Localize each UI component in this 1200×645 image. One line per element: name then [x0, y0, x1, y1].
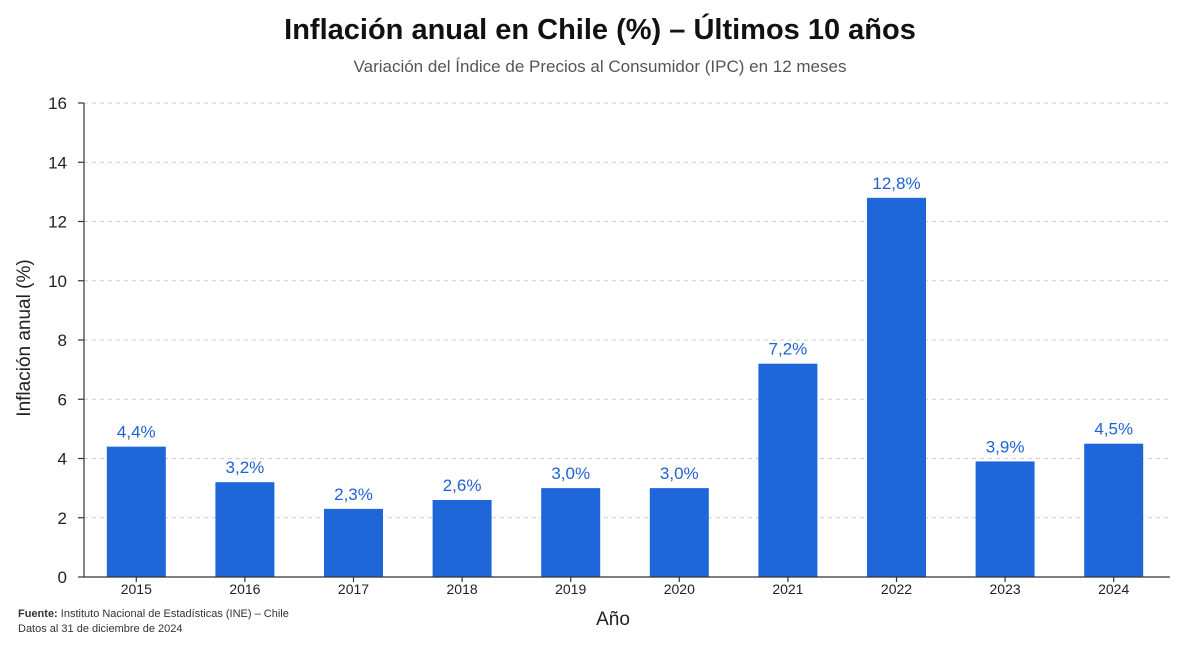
bar-2017	[324, 508, 383, 577]
data-label-2020: 3,0%	[660, 464, 699, 483]
x-tick-label-2021: 2021	[772, 581, 803, 597]
x-axis-ticks: 2015 2016 2017 2018 2019 2020 2021 2022 2023 2024	[121, 577, 1129, 597]
data-label-2017: 2,3%	[334, 485, 373, 504]
bar-2020	[649, 488, 709, 577]
x-tick-label-2017: 2017	[338, 581, 369, 597]
bar-2018	[432, 499, 492, 577]
data-label-2016: 3,2%	[226, 458, 265, 477]
bar-2023	[975, 461, 1035, 577]
data-label-2015: 4,4%	[117, 423, 156, 442]
y-axis-ticks: 0 2 4 6 8 10 12 14 16	[48, 94, 84, 587]
data-label-2019: 3,0%	[551, 464, 590, 483]
data-label-2021: 7,2%	[769, 340, 808, 359]
data-label-2024: 4,5%	[1094, 420, 1133, 439]
y-tick-label: 16	[48, 94, 67, 113]
data-label-2018: 2,6%	[443, 476, 482, 495]
data-labels: 4,4% 3,2% 2,3% 2,6% 3,0% 3,0% 7,2% 12,8% 3,9% 4,5…	[117, 174, 1133, 504]
bar-2021	[758, 363, 818, 577]
x-tick-label-2022: 2022	[881, 581, 912, 597]
y-axis-title: Inflación anual (%)	[14, 259, 35, 416]
bar-2015	[106, 446, 166, 577]
x-tick-label-2018: 2018	[447, 581, 478, 597]
x-tick-label-2024: 2024	[1098, 581, 1129, 597]
y-tick-label: 4	[58, 450, 67, 469]
x-tick-label-2015: 2015	[121, 581, 152, 597]
source-note: Fuente: Instituto Nacional de Estadístic…	[18, 607, 289, 637]
y-tick-label: 0	[58, 568, 67, 587]
x-axis-title: Año	[596, 609, 630, 630]
x-tick-label-2020: 2020	[664, 581, 695, 597]
date-note: Datos al 31 de diciembre de 2024	[18, 623, 183, 635]
x-tick-label-2016: 2016	[229, 581, 260, 597]
bar-2016	[215, 482, 275, 577]
source-text: Instituto Nacional de Estadísticas (INE)…	[57, 608, 289, 620]
x-tick-label-2019: 2019	[555, 581, 586, 597]
data-label-2022: 12,8%	[872, 174, 920, 193]
y-tick-label: 8	[58, 331, 67, 350]
chart-title: Inflación anual en Chile (%) – Últimos 1…	[284, 14, 916, 46]
y-tick-label: 12	[48, 213, 67, 232]
chart-subtitle: Variación del Índice de Precios al Consu…	[353, 57, 847, 76]
y-tick-label: 6	[58, 390, 67, 409]
bar-2022	[867, 197, 926, 578]
y-tick-label: 2	[58, 509, 67, 528]
y-tick-label: 10	[48, 272, 67, 291]
bar-2019	[541, 488, 601, 577]
bar-2024	[1084, 443, 1144, 577]
source-label: Fuente:	[18, 608, 58, 620]
data-label-2023: 3,9%	[986, 437, 1025, 456]
x-tick-label-2023: 2023	[990, 581, 1021, 597]
bars	[106, 197, 1144, 578]
y-tick-label: 14	[48, 153, 67, 172]
